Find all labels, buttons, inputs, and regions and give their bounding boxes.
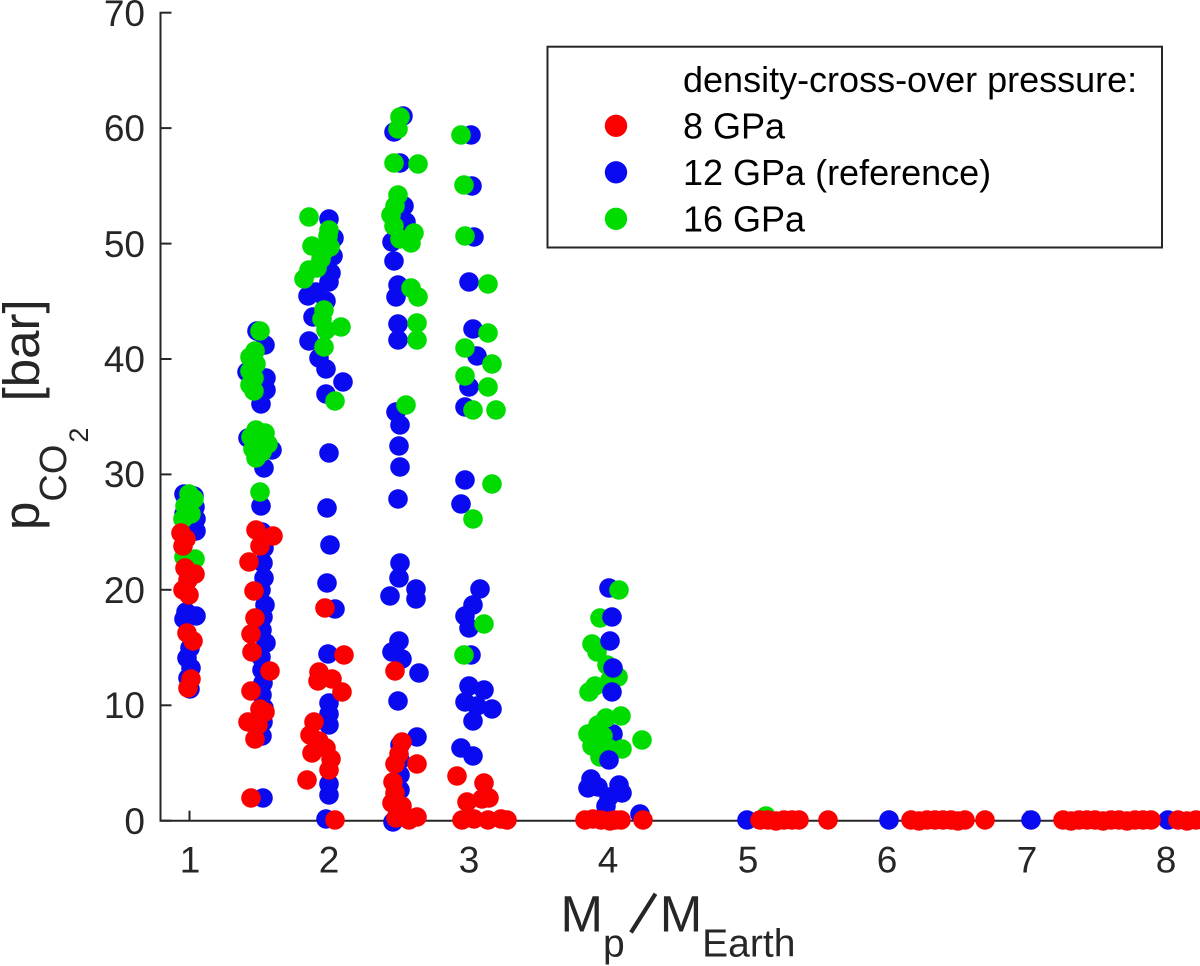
svg-text:8: 8: [1156, 840, 1177, 881]
svg-text:4: 4: [598, 840, 619, 881]
svg-text:7: 7: [1017, 840, 1038, 881]
svg-text:0: 0: [124, 801, 145, 842]
svg-text:20: 20: [104, 570, 145, 611]
svg-text:2: 2: [319, 840, 340, 881]
svg-text:3: 3: [459, 840, 480, 881]
svg-text:70: 70: [104, 0, 145, 34]
svg-text:12 GPa (reference): 12 GPa (reference): [683, 152, 991, 193]
svg-text:50: 50: [104, 224, 145, 265]
svg-text:6: 6: [877, 840, 898, 881]
svg-text:1: 1: [180, 840, 201, 881]
svg-text:16 GPa: 16 GPa: [683, 199, 806, 240]
svg-text:40: 40: [104, 339, 145, 380]
svg-text:60: 60: [104, 108, 145, 149]
svg-text:density-cross-over pressure:: density-cross-over pressure:: [683, 59, 1137, 100]
svg-text:30: 30: [104, 454, 145, 495]
svg-text:10: 10: [104, 685, 145, 726]
svg-text:8 GPa: 8 GPa: [683, 106, 786, 147]
svg-text:5: 5: [738, 840, 759, 881]
